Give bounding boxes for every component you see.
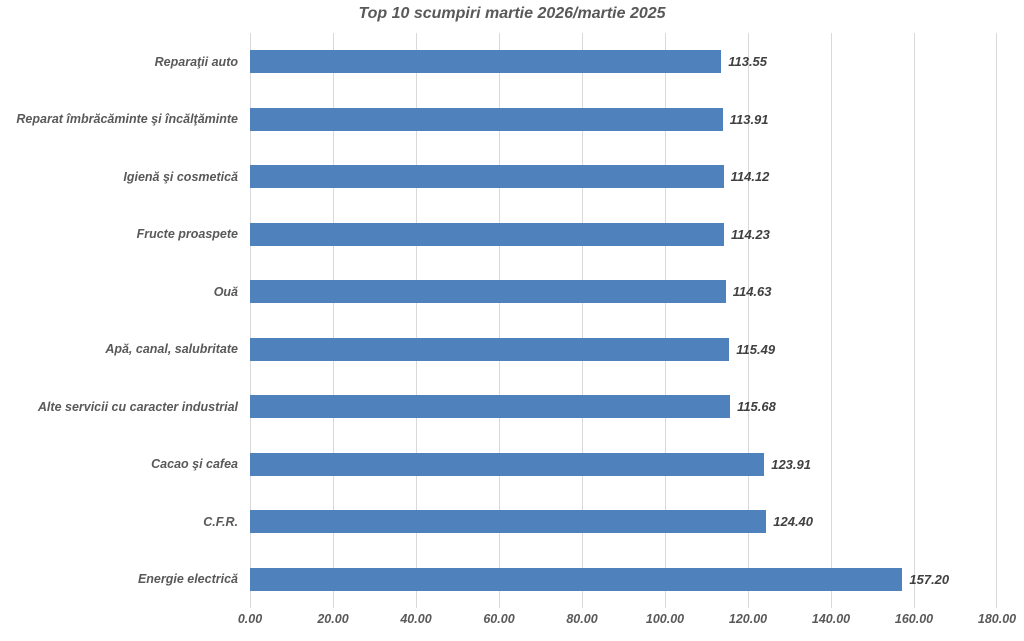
bar [250,280,726,303]
bar-value-label: 113.55 [728,54,768,70]
category-label: Cacao şi cafea [151,457,238,472]
category-label: Alte servicii cu caracter industrial [37,399,238,414]
bar-value-label: 115.49 [736,341,776,357]
category-label: Ouă [213,284,238,299]
x-tick-label: 140.00 [811,612,851,626]
bar-value-label: 115.68 [737,399,776,415]
gridline [748,33,749,608]
x-tick-label: 80.00 [566,612,598,626]
category-axis: Reparaţii auto Reparat îmbrăcăminte şi în… [0,33,238,608]
bar-row: 157.20 [250,551,997,609]
bar [250,567,903,591]
category-label: Fructe proaspete [136,227,238,242]
category-label: Igienă şi cosmetică [123,169,238,184]
bar [250,510,767,533]
bar-row: 114.23 [250,206,997,264]
bar-value-label: 114.23 [731,226,770,242]
bar-value-label: 124.40 [773,514,814,530]
gridline [665,33,666,608]
bar [250,452,765,476]
bar [250,337,730,361]
category-label: Reparat îmbrăcăminte şi încălţăminte [16,112,238,127]
gridline [333,33,334,608]
x-tick-label: 60.00 [483,612,515,626]
category-label: Reparaţii auto [154,54,238,69]
x-tick-label: 160.00 [894,612,934,626]
x-tick-label: 0.00 [237,612,263,626]
bar [250,395,731,418]
category-label: C.F.R. [203,514,238,529]
bar-row: 114.12 [250,148,997,206]
gridline [582,33,583,608]
x-tick-label: 100.00 [645,612,685,626]
bar-row: 114.63 [250,263,997,321]
x-tick-label: 20.00 [317,612,349,626]
bar-row: 113.91 [250,91,997,149]
x-tick-label: 40.00 [400,612,432,626]
category-label: Apă, canal, salubritate [105,342,238,357]
gridline [250,33,251,608]
value-axis: 0.00 20.00 40.00 60.00 80.00 100.00 120.00 140.… [238,612,1016,634]
gridline [831,33,832,608]
gridline [416,33,417,608]
plot-area: 113.55 113.91 114.12 114.23 114.63 115.49 115.… [250,33,997,608]
gridline [914,33,915,608]
bar [250,50,722,73]
bar-row: 123.91 [250,436,997,494]
x-tick-label: 180.00 [977,612,1017,626]
chart-title: Top 10 scumpiri martie 2026/martie 2025 [358,5,666,22]
bar-row: 115.49 [250,321,997,379]
gridline [499,33,500,608]
bar-row: 115.68 [250,378,997,436]
bar [250,165,724,188]
bar-row: 124.40 [250,493,997,551]
bar-value-label: 123.91 [771,456,811,472]
category-label: Energie electrică [137,572,238,587]
bar-row: 113.55 [250,33,997,91]
bar [250,107,723,131]
bar-value-label: 157.20 [909,571,950,587]
bar [250,222,725,246]
x-tick-label: 120.00 [728,612,768,626]
bar-value-label: 114.12 [730,169,770,185]
bar-value-label: 113.91 [729,111,769,127]
gridline [996,33,997,608]
bar-value-label: 114.63 [732,284,772,300]
